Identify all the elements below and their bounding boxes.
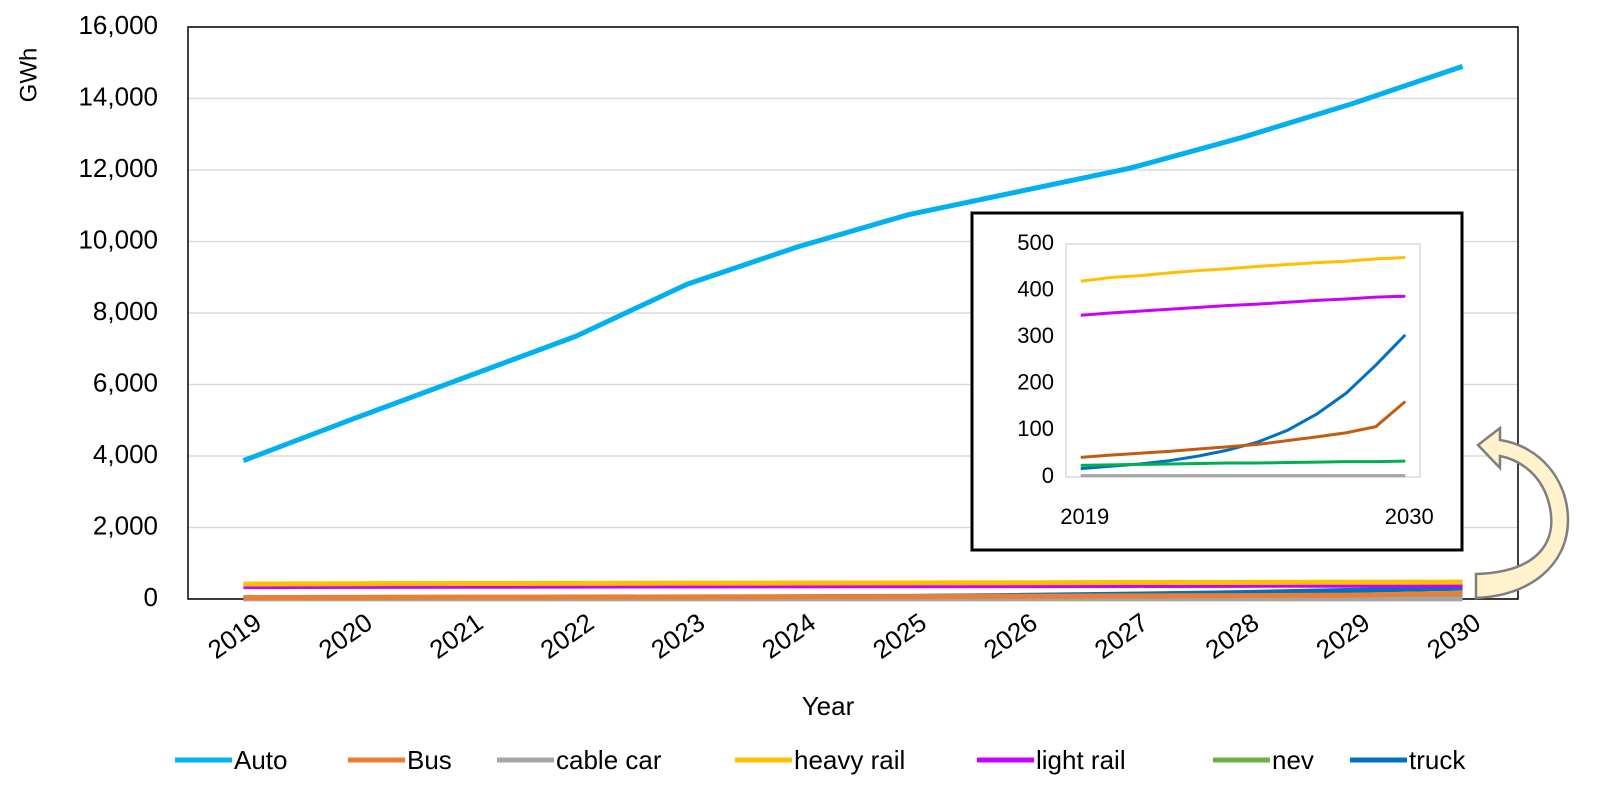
y-tick-label: 300	[1017, 323, 1054, 348]
y-tick-label: 0	[1042, 463, 1054, 488]
legend-label: truck	[1409, 745, 1466, 775]
series-line	[243, 590, 1463, 600]
legend-label: Bus	[407, 745, 452, 775]
y-tick-label: 2,000	[93, 510, 158, 540]
y-tick-label: 500	[1017, 230, 1054, 255]
legend-label: Auto	[234, 745, 288, 775]
x-tick-label: 2019	[1060, 504, 1109, 529]
y-tick-label: 10,000	[78, 224, 158, 254]
y-tick-label: 16,000	[78, 10, 158, 40]
y-tick-label: 6,000	[93, 367, 158, 397]
y-tick-label: 400	[1017, 276, 1054, 301]
callout-arrow	[1474, 425, 1570, 600]
y-tick-label: 12,000	[78, 153, 158, 183]
y-tick-label: 4,000	[93, 439, 158, 469]
main-chart: 0 2,000 4,000 6,000 8,000 10,000 12,000 14,000 1…	[15, 10, 1519, 775]
legend-label: nev	[1272, 745, 1314, 775]
series-line	[243, 579, 1463, 587]
series-line	[1080, 459, 1406, 467]
y-tick-label: 100	[1017, 416, 1054, 441]
series-line	[243, 582, 1463, 590]
legend-label: heavy rail	[794, 745, 905, 775]
legend-label: light rail	[1036, 745, 1126, 775]
series-line	[1080, 400, 1407, 459]
y-tick-label: 14,000	[78, 81, 158, 111]
y-axis-label: GWh	[15, 48, 42, 103]
inset-chart: 0 100 200 300 400 500 2019 2030	[1017, 230, 1433, 529]
series-line	[1080, 256, 1406, 283]
x-tick-label: 2030	[1385, 504, 1434, 529]
y-tick-label: 8,000	[93, 296, 158, 326]
series-line	[242, 63, 1464, 463]
legend-label: cable car	[556, 745, 662, 775]
y-tick-label: 200	[1017, 370, 1054, 395]
y-tick-label: 0	[144, 582, 158, 612]
x-axis-label: Year	[802, 691, 855, 721]
series-line	[1080, 294, 1406, 317]
